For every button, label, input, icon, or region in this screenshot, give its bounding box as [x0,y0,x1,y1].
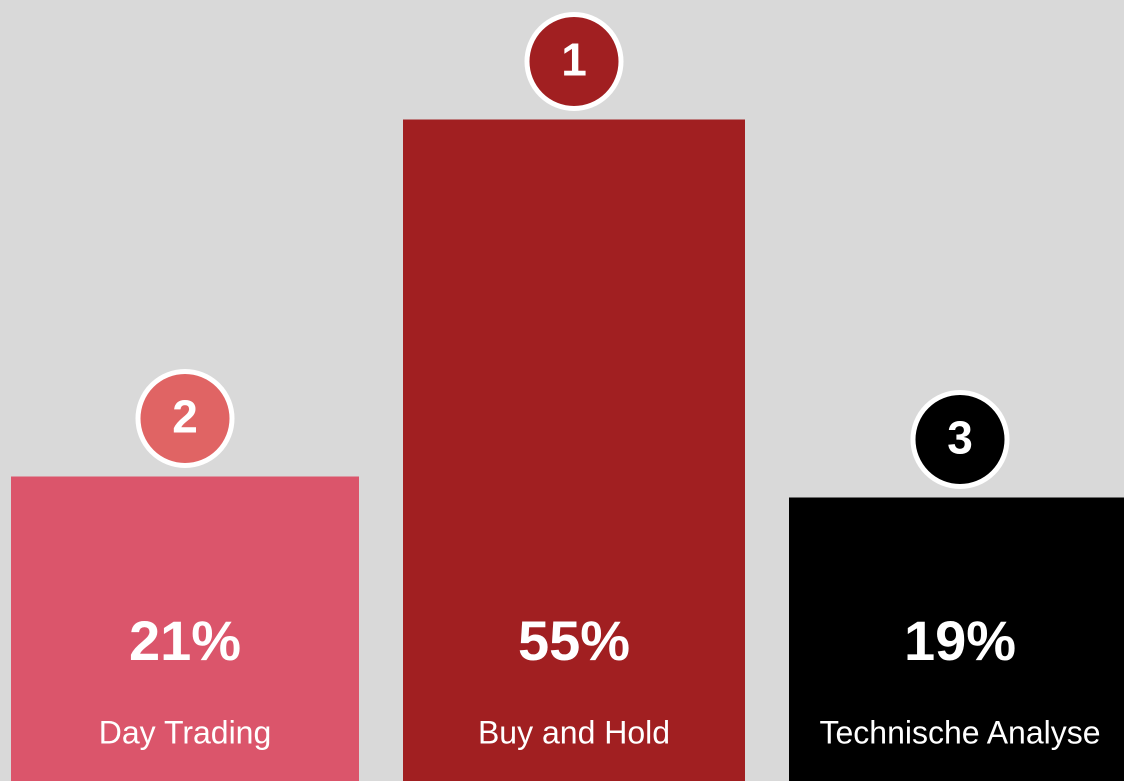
bar [403,119,745,781]
rank-label: 1 [561,34,587,86]
rank-label: 2 [172,391,198,443]
rank-badge [135,369,235,468]
rank-badge [910,390,1010,489]
category-label: Day Trading [99,714,272,750]
bar [789,497,1124,781]
rank-badge [524,12,624,111]
bar [11,476,359,781]
category-label: Buy and Hold [478,714,670,750]
category-label: Technische Analyse [819,714,1100,750]
value-label: 21% [129,609,241,672]
value-label: 55% [518,609,630,672]
value-label: 19% [904,609,1016,672]
rank-label: 3 [947,412,973,464]
